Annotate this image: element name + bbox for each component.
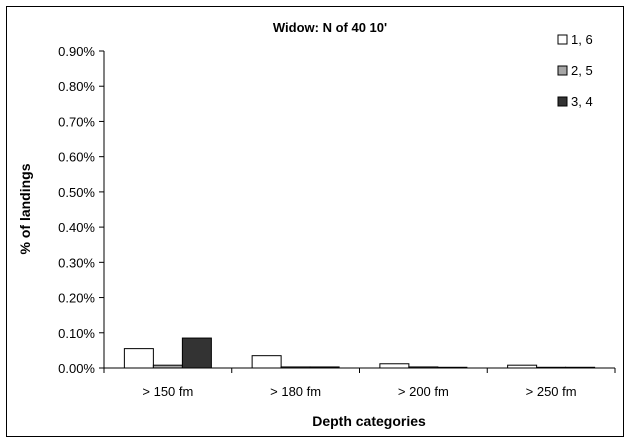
legend: 1, 6 2, 5 3, 4 [557,32,593,109]
y-tick-label: 0.80% [58,79,95,94]
y-axis: 0.00% 0.10% 0.20% 0.30% 0.40% 0.50% 0.60% 0.70%… [58,44,104,376]
legend-label: 1, 6 [571,32,593,47]
y-tick-label: 0.20% [58,291,95,306]
y-tick-label: 0.50% [58,185,95,200]
legend-swatch [557,65,568,76]
x-tick-label: > 180 fm [270,384,321,399]
x-axis-title: Depth categories [312,413,426,429]
bar-1-6 [123,348,154,369]
x-tick-label: > 200 fm [398,384,449,399]
legend-swatch [557,96,568,107]
bar-1-6 [251,355,282,369]
legend-label: 2, 5 [571,63,593,78]
y-tick-label: 0.30% [58,255,95,270]
legend-label: 3, 4 [571,94,593,109]
y-axis-title: % of landings [17,163,33,254]
bar-1-6 [379,363,410,369]
bars [123,337,596,369]
legend-swatch [557,34,568,45]
x-axis: > 150 fm > 180 fm > 200 fm > 250 fm [103,368,616,399]
x-tick-label: > 150 fm [142,384,193,399]
y-tick-label: 0.70% [58,114,95,129]
x-tick-label: > 250 fm [526,384,577,399]
y-tick-label: 0.10% [58,326,95,341]
y-tick-label: 0.90% [58,44,95,59]
y-tick-label: 0.00% [58,361,95,376]
y-tick-label: 0.60% [58,150,95,165]
chart-title: Widow: N of 40 10' [273,20,387,35]
bar-3-4 [181,337,212,369]
y-tick-label: 0.40% [58,220,95,235]
